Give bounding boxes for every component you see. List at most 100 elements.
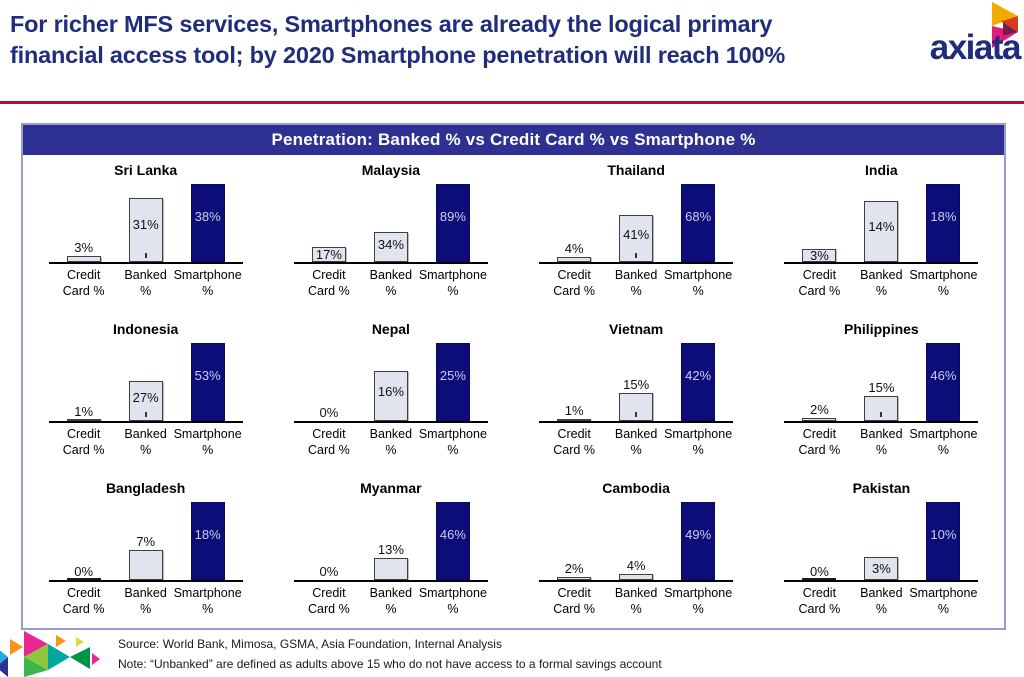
category-label-line: % bbox=[875, 602, 887, 617]
bar-value-label: 41% bbox=[623, 226, 650, 242]
x-axis bbox=[293, 580, 488, 582]
mini-plot: 0% 7% 18% bbox=[48, 502, 243, 582]
category-label-line: % bbox=[140, 443, 152, 458]
bar-credit-card bbox=[66, 419, 101, 421]
category-label-line: Credit bbox=[66, 586, 101, 600]
category-label-line: % bbox=[385, 284, 397, 299]
country-title: India bbox=[865, 162, 898, 178]
bar-value-label: 38% bbox=[194, 208, 221, 224]
category-label-credit-card: Credit Card % bbox=[42, 426, 126, 459]
category-label-line: Credit bbox=[802, 586, 837, 600]
category-label-line: Smartphone bbox=[418, 268, 487, 282]
category-label-line: % bbox=[447, 284, 459, 299]
divider-rule bbox=[0, 101, 1024, 104]
bar-value-label: 46% bbox=[439, 526, 466, 542]
category-label-line: Smartphone bbox=[173, 268, 242, 282]
category-label-smartphone: Smartphone% bbox=[901, 267, 985, 300]
bar-credit-card bbox=[802, 249, 837, 262]
bar-value-label: 27% bbox=[132, 389, 159, 405]
mini-plot: 17% 34% 89% bbox=[293, 184, 488, 264]
bar-smartphone bbox=[190, 502, 225, 580]
category-label-line: Credit bbox=[802, 427, 837, 441]
category-label-line: Smartphone bbox=[418, 427, 487, 441]
country-chart-thailand: Thailand 4% 41% 68% Credit Card % Banked% Smart… bbox=[514, 155, 759, 314]
x-axis bbox=[48, 580, 243, 582]
category-label-line: % bbox=[875, 284, 887, 299]
category-label-line: % bbox=[202, 284, 214, 299]
bar-value-label: 3% bbox=[74, 240, 94, 255]
category-label-line: Credit bbox=[312, 268, 346, 282]
category-label-credit-card: Credit Card % bbox=[777, 426, 861, 459]
category-label-line: % bbox=[385, 443, 397, 458]
bar-value-label: 25% bbox=[439, 367, 466, 383]
category-label-line: Card % bbox=[308, 602, 350, 617]
category-label-line: Banked bbox=[124, 586, 167, 600]
bar-credit-card bbox=[557, 577, 592, 580]
bar-value-label: 42% bbox=[685, 367, 712, 383]
category-label-line: % bbox=[630, 602, 642, 617]
category-label-line: % bbox=[692, 602, 704, 617]
x-axis bbox=[48, 421, 243, 423]
category-label-line: Credit bbox=[557, 268, 591, 282]
category-label-line: % bbox=[385, 602, 397, 617]
bar-smartphone bbox=[926, 184, 961, 262]
country-title: Malaysia bbox=[361, 162, 421, 178]
x-axis bbox=[539, 421, 734, 423]
category-label-line: Card % bbox=[798, 284, 841, 299]
x-axis bbox=[293, 421, 488, 423]
category-label-line: Credit bbox=[66, 427, 101, 441]
bar-value-label: 0% bbox=[809, 564, 829, 579]
bar-value-label: 89% bbox=[439, 208, 466, 224]
x-axis bbox=[784, 262, 979, 264]
mini-plot: 0% 3% 10% bbox=[784, 502, 979, 582]
category-label-smartphone: Smartphone% bbox=[656, 267, 740, 300]
bar-smartphone bbox=[190, 343, 225, 421]
bar-value-label: 1% bbox=[564, 403, 584, 418]
bar-value-label: 0% bbox=[319, 405, 339, 420]
category-label-line: Smartphone bbox=[664, 268, 733, 282]
mini-plot: 3% 31% 38% bbox=[48, 184, 243, 264]
category-label-line: Card % bbox=[308, 443, 350, 458]
bar-value-label: 18% bbox=[930, 208, 957, 224]
bar-smartphone bbox=[435, 184, 470, 262]
chart-title: Penetration: Banked % vs Credit Card % v… bbox=[23, 125, 1004, 155]
category-label-line: Smartphone bbox=[664, 586, 733, 600]
bar-value-label: 13% bbox=[377, 542, 404, 557]
category-label-banked: Banked% bbox=[349, 267, 433, 300]
category-labels: Credit Card % Banked% Smartphone% bbox=[53, 267, 242, 301]
mini-plot: 0% 13% 46% bbox=[293, 502, 488, 582]
category-label-smartphone: Smartphone% bbox=[166, 426, 250, 459]
category-label-line: Banked bbox=[369, 586, 413, 600]
category-label-line: Banked bbox=[860, 586, 903, 600]
country-title: Indonesia bbox=[112, 321, 179, 337]
axiata-prism-icon bbox=[992, 2, 1018, 48]
axiata-wordmark: axiata bbox=[929, 28, 1022, 67]
category-label-line: Banked bbox=[124, 268, 167, 282]
category-labels: Credit Card % Banked% Smartphone% bbox=[788, 585, 978, 619]
category-labels: Credit Card % Banked% Smartphone% bbox=[53, 585, 242, 619]
bar-value-label: 34% bbox=[377, 236, 404, 252]
category-label-credit-card: Credit Card % bbox=[777, 585, 861, 618]
category-label-line: % bbox=[692, 443, 704, 458]
bar-value-label: 7% bbox=[136, 534, 156, 549]
category-label-credit-card: Credit Card % bbox=[532, 426, 616, 459]
x-axis bbox=[48, 262, 243, 264]
country-chart-philippines: Philippines 2% 15% 46% Credit Card % Banked% Sm… bbox=[759, 314, 1004, 473]
mini-plot: 1% 15% 42% bbox=[539, 343, 734, 423]
banked-tick-mark bbox=[635, 412, 638, 417]
category-label-credit-card: Credit Card % bbox=[532, 267, 616, 300]
country-chart-vietnam: Vietnam 1% 15% 42% Credit Card % Banked% Smartp… bbox=[514, 314, 759, 473]
category-label-line: Credit bbox=[802, 268, 837, 282]
category-label-banked: Banked% bbox=[594, 426, 678, 459]
bar-smartphone bbox=[926, 502, 961, 580]
category-label-banked: Banked% bbox=[349, 426, 433, 459]
banked-tick-mark bbox=[144, 253, 147, 258]
category-label-line: Smartphone bbox=[909, 586, 978, 600]
bar-value-label: 10% bbox=[930, 526, 957, 542]
bar-value-label: 17% bbox=[315, 246, 342, 262]
bar-banked bbox=[128, 550, 163, 580]
category-label-credit-card: Credit Card % bbox=[532, 585, 616, 618]
category-labels: Credit Card % Banked% Smartphone% bbox=[53, 426, 242, 460]
banked-tick-mark bbox=[144, 412, 147, 417]
category-label-line: % bbox=[202, 443, 214, 458]
